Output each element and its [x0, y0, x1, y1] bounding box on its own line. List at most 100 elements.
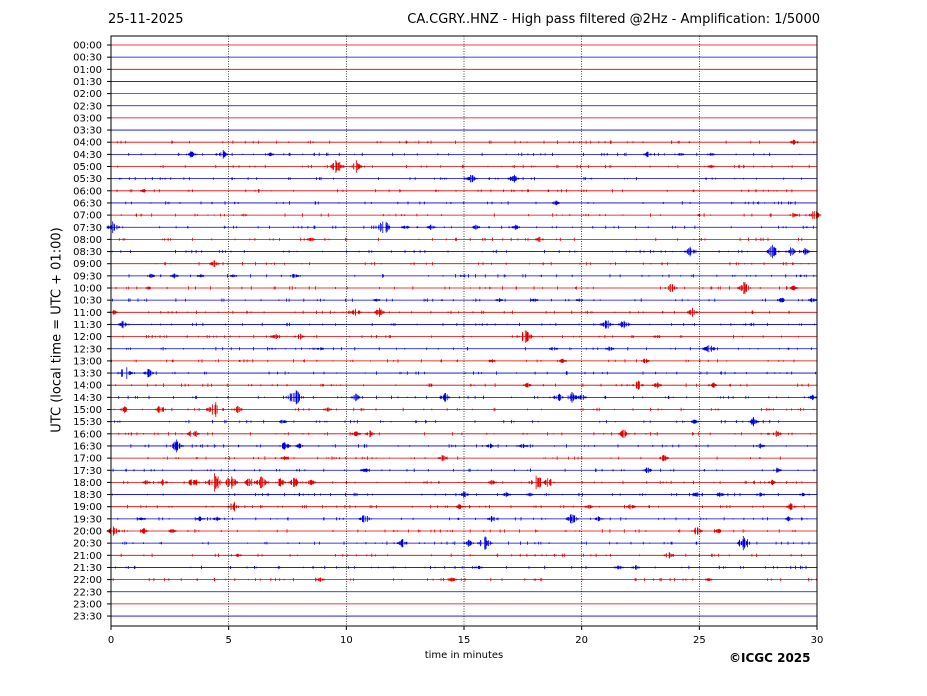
trace-signal: [111, 491, 810, 498]
y-tick-label: 15:30: [73, 417, 102, 428]
y-tick-label: 18:30: [73, 490, 102, 501]
chart-title: CA.CGRY..HNZ - High pass filtered @2Hz -…: [407, 12, 820, 27]
y-tick-label: 11:00: [73, 308, 102, 319]
y-tick-label: 20:30: [73, 539, 102, 550]
x-tick-label: 25: [693, 635, 706, 646]
y-tick-label: 11:30: [73, 320, 102, 331]
trace-signal: [118, 390, 817, 405]
trace-signal: [155, 260, 809, 267]
trace-signal: [120, 552, 802, 559]
trace-signal: [111, 358, 795, 364]
x-tick-label: 0: [108, 635, 114, 646]
trace-signal: [115, 281, 818, 295]
y-tick-label: 23:00: [73, 599, 102, 610]
y-tick-label: 10:00: [73, 284, 102, 295]
x-tick-layer: 0 5 10 15 20 25 30: [108, 626, 824, 646]
y-tick-label: 08:30: [73, 247, 102, 258]
trace-signal: [125, 200, 796, 206]
y-tick-label: 23:30: [73, 612, 102, 623]
trace-signal: [112, 467, 815, 473]
y-tick-label: 06:30: [73, 198, 102, 209]
trace-signal: [112, 577, 817, 582]
trace-signal: [109, 307, 790, 317]
trace-signal: [114, 565, 807, 570]
y-tick-label: 04:30: [73, 150, 102, 161]
y-tick-label: 02:00: [73, 89, 102, 100]
y-tick-label: 01:30: [73, 77, 102, 88]
x-tick-label: 15: [458, 635, 471, 646]
trace-signal: [117, 160, 810, 173]
y-tick-label: 16:30: [73, 441, 102, 452]
y-tick-label: 10:30: [73, 296, 102, 307]
y-tick-label: 00:00: [73, 41, 102, 52]
trace-signal: [116, 189, 793, 193]
trace-layer: [106, 44, 822, 617]
trace-signal: [110, 454, 781, 462]
trace-signal: [111, 244, 810, 259]
trace-signal: [128, 150, 801, 159]
copyright-credit: ©ICGC 2025: [729, 651, 811, 665]
y-tick-label: 12:00: [73, 332, 102, 343]
trace-signal: [106, 221, 814, 234]
y-tick-label: 09:30: [73, 271, 102, 282]
x-tick-label: 10: [340, 635, 353, 646]
trace-signal: [117, 514, 808, 524]
y-tick-label: 12:30: [73, 344, 102, 355]
x-tick-label: 30: [811, 635, 824, 646]
trace-signal: [117, 367, 816, 379]
y-tick-label: 21:00: [73, 551, 102, 562]
trace-signal: [128, 273, 815, 279]
y-tick-label: 03:00: [73, 113, 102, 124]
y-tick-label: 04:00: [73, 138, 102, 149]
y-tick-label: 14:30: [73, 393, 102, 404]
y-tick-label: 08:00: [73, 235, 102, 246]
y-tick-label: 22:00: [73, 575, 102, 586]
trace-signal: [113, 402, 815, 417]
y-tick-label: 06:00: [73, 186, 102, 197]
x-tick-label: 5: [225, 635, 231, 646]
y-tick-label: 15:00: [73, 405, 102, 416]
y-tick-label: 05:00: [73, 162, 102, 173]
y-tick-label: 22:30: [73, 587, 102, 598]
grid-layer: [228, 36, 700, 626]
trace-signal: [112, 297, 817, 303]
trace-signal: [126, 345, 812, 353]
y-tick-label: 05:30: [73, 174, 102, 185]
y-tick-label: 16:00: [73, 429, 102, 440]
y-tick-label: 20:00: [73, 527, 102, 538]
trace-signal: [127, 501, 805, 512]
trace-signal: [116, 139, 815, 145]
x-tick-label: 20: [575, 635, 588, 646]
date-label: 25-11-2025: [108, 12, 184, 27]
trace-signal: [130, 439, 808, 453]
trace-signal: [106, 526, 796, 536]
y-tick-label: 19:30: [73, 514, 102, 525]
y-tick-label: 17:00: [73, 454, 102, 465]
y-tick-label: 00:30: [73, 53, 102, 64]
x-axis-label: time in minutes: [424, 650, 504, 661]
y-tick-label: 14:00: [73, 381, 102, 392]
y-tick-label: 07:00: [73, 211, 102, 222]
trace-signal: [115, 380, 809, 390]
trace-signal: [118, 236, 803, 243]
y-tick-label: 21:30: [73, 563, 102, 574]
y-tick-label: 01:00: [73, 65, 102, 76]
y-tick-label: 02:30: [73, 101, 102, 112]
trace-signal: [122, 330, 799, 343]
y-tick-label: 17:30: [73, 466, 102, 477]
plot-frame: [110, 35, 818, 627]
y-tick-label: 09:00: [73, 259, 102, 270]
y-tick-label: 03:30: [73, 126, 102, 137]
y-tick-label: 13:00: [73, 356, 102, 367]
trace-signal: [123, 473, 803, 492]
trace-signal: [122, 536, 810, 551]
y-tick-label: 19:00: [73, 502, 102, 513]
trace-signal: [114, 417, 779, 427]
trace-signal: [118, 429, 811, 438]
y-tick-label: 18:00: [73, 478, 102, 489]
trace-signal: [118, 320, 815, 329]
y-tick-label: 07:30: [73, 223, 102, 234]
y-tick-label: 13:30: [73, 369, 102, 380]
